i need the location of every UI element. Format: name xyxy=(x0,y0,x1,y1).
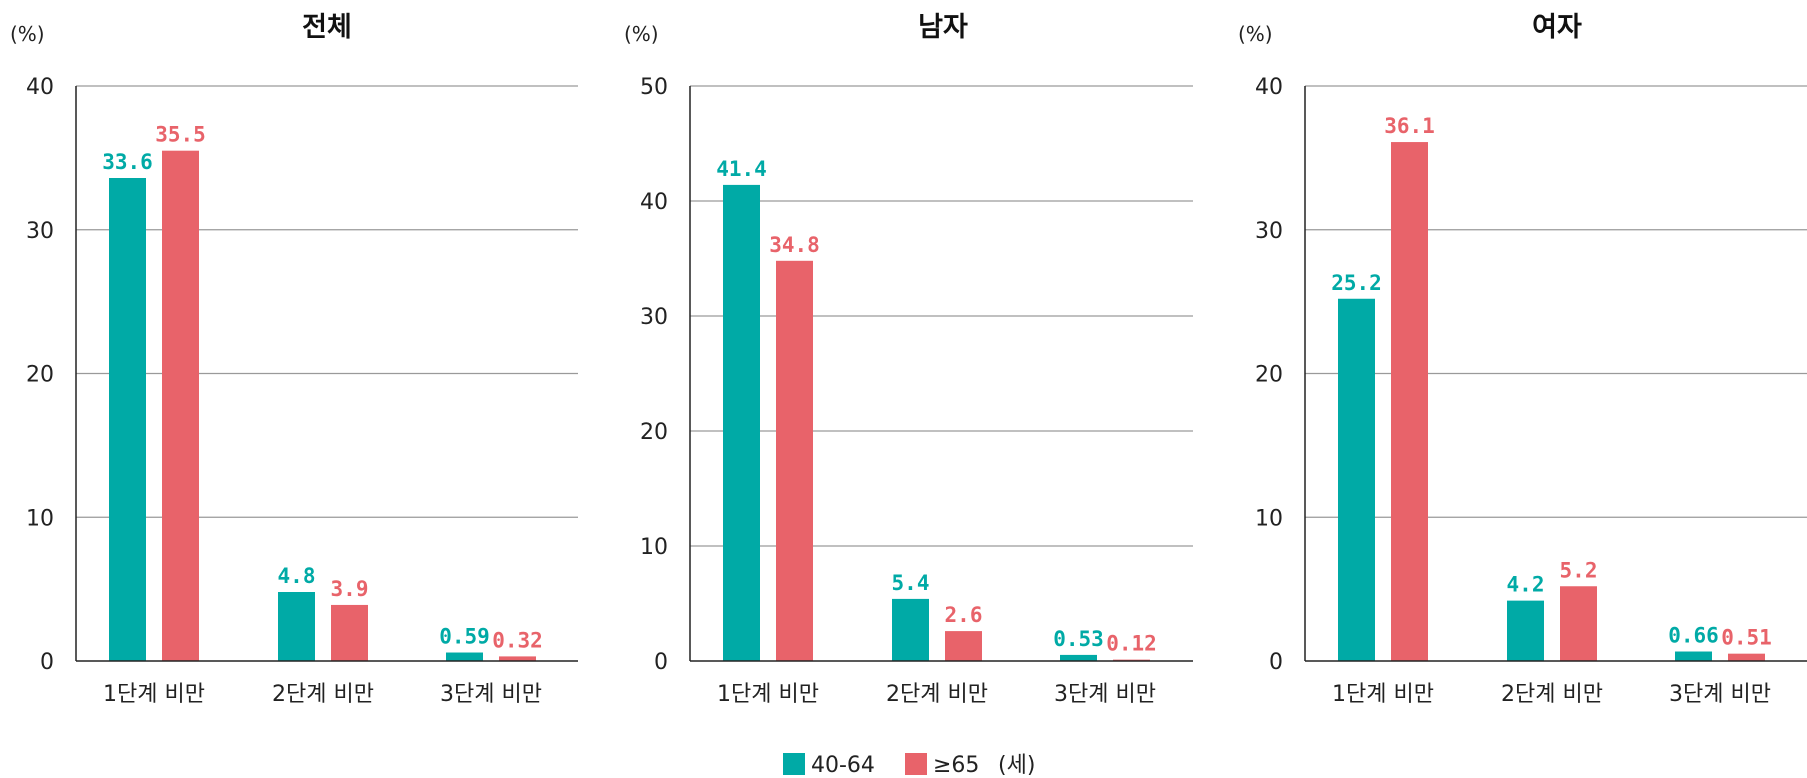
panel-female: 여자 (%) xyxy=(1238,12,1582,46)
x-tick-label: 2단계 비만 xyxy=(886,682,988,707)
bar xyxy=(1060,654,1097,661)
y-unit-label: (%) xyxy=(624,22,659,46)
bar xyxy=(278,592,315,661)
panel-male-marks: 0 10 20 30 40 50 41.4 5.4 0.53 34.8 2.6 0.12 1단계 비만 2… xyxy=(640,75,1193,707)
y-tick-label: 40 xyxy=(26,75,54,100)
data-label: 4.2 xyxy=(1507,573,1545,597)
bar xyxy=(162,150,199,661)
y-tick-label: 0 xyxy=(40,650,54,675)
bar xyxy=(1338,298,1375,661)
bar xyxy=(446,652,483,661)
y-tick-label: 50 xyxy=(640,75,668,100)
bar xyxy=(499,656,536,661)
data-label: 0.32 xyxy=(492,628,543,652)
y-tick-label: 0 xyxy=(654,650,668,675)
bar xyxy=(1560,586,1597,661)
x-tick-label: 3단계 비만 xyxy=(440,682,542,707)
bar xyxy=(945,631,982,661)
panel-overall: 전체 (%) xyxy=(10,12,352,46)
y-tick-label: 30 xyxy=(640,305,668,330)
data-label: 0.12 xyxy=(1106,632,1157,656)
panel-title: 전체 xyxy=(302,12,352,43)
bar xyxy=(109,178,146,661)
data-label: 0.53 xyxy=(1053,627,1104,651)
data-label: 0.66 xyxy=(1668,624,1719,648)
bar xyxy=(892,598,929,661)
x-tick-label: 3단계 비만 xyxy=(1054,682,1156,707)
y-tick-label: 20 xyxy=(26,363,54,388)
panel-male: 남자 (%) xyxy=(624,12,968,46)
x-tick-label: 2단계 비만 xyxy=(1501,682,1603,707)
y-tick-label: 10 xyxy=(1255,506,1283,531)
bar xyxy=(723,184,760,661)
y-tick-label: 0 xyxy=(1269,650,1283,675)
panel-overall-marks: 0 10 20 30 40 33.6 4.8 0.59 35.5 3.9 0.32 1단계 비만 2단계… xyxy=(26,75,578,707)
data-label: 0.59 xyxy=(439,625,490,649)
bar xyxy=(1507,600,1544,661)
panel-title: 남자 xyxy=(918,12,968,43)
x-tick-label: 1단계 비만 xyxy=(717,682,819,707)
x-tick-label: 3단계 비만 xyxy=(1669,682,1771,707)
legend-swatch-65 xyxy=(905,753,927,775)
legend: 40-64 ≥65 (세) xyxy=(783,753,1035,778)
y-tick-label: 10 xyxy=(640,535,668,560)
y-tick-label: 20 xyxy=(1255,363,1283,388)
data-label: 0.51 xyxy=(1721,626,1772,650)
y-unit-label: (%) xyxy=(10,22,45,46)
bar xyxy=(1728,653,1765,661)
data-label: 41.4 xyxy=(716,157,767,181)
y-tick-label: 20 xyxy=(640,420,668,445)
data-label: 4.8 xyxy=(278,564,316,588)
bar xyxy=(331,604,368,661)
bar xyxy=(1675,651,1712,661)
data-label: 36.1 xyxy=(1384,114,1435,138)
data-label: 25.2 xyxy=(1331,271,1382,295)
data-label: 33.6 xyxy=(102,150,153,174)
legend-label-40-64: 40-64 xyxy=(811,753,875,778)
bar xyxy=(1391,142,1428,661)
data-label: 2.6 xyxy=(945,603,983,627)
y-tick-label: 30 xyxy=(1255,219,1283,244)
panel-female-marks: 0 10 20 30 40 25.2 4.2 0.66 36.1 5.2 0.51 1단계 비만 2단계… xyxy=(1255,75,1807,707)
data-label: 34.8 xyxy=(769,233,820,257)
panel-title: 여자 xyxy=(1532,12,1582,43)
x-tick-label: 1단계 비만 xyxy=(1332,682,1434,707)
y-tick-label: 10 xyxy=(26,506,54,531)
y-unit-label: (%) xyxy=(1238,22,1273,46)
legend-label-65: ≥65 xyxy=(933,753,979,778)
x-tick-label: 1단계 비만 xyxy=(103,682,205,707)
y-tick-label: 40 xyxy=(640,190,668,215)
legend-unit: (세) xyxy=(998,753,1035,778)
data-label: 3.9 xyxy=(331,577,369,601)
bar xyxy=(776,260,813,661)
y-tick-label: 30 xyxy=(26,219,54,244)
x-tick-label: 2단계 비만 xyxy=(272,682,374,707)
data-label: 5.2 xyxy=(1560,558,1598,582)
data-label: 35.5 xyxy=(155,123,206,147)
data-label: 5.4 xyxy=(892,571,930,595)
legend-swatch-40-64 xyxy=(783,753,805,775)
y-tick-label: 40 xyxy=(1255,75,1283,100)
